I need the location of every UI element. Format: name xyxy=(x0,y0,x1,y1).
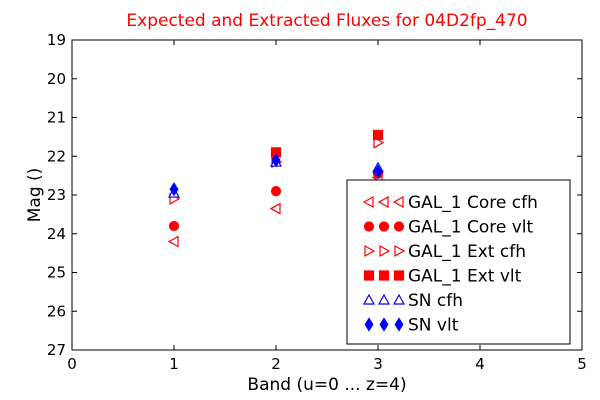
series-gal-1-ext-vlt xyxy=(270,129,384,158)
x-tick-label: 1 xyxy=(169,355,179,373)
legend-box xyxy=(346,179,571,345)
data-point xyxy=(168,220,180,232)
legend-marker xyxy=(362,195,374,209)
x-axis-label: Band (u=0 ... z=4) xyxy=(247,375,406,395)
legend-marker xyxy=(392,293,406,305)
legend-entry: SN vlt xyxy=(364,316,459,336)
y-tick-label: 23 xyxy=(47,186,66,204)
y-tick-label: 22 xyxy=(47,147,66,165)
data-point xyxy=(271,153,281,168)
data-point xyxy=(270,186,282,197)
x-tick-label: 4 xyxy=(475,355,485,373)
y-tick-label: 27 xyxy=(47,341,66,359)
x-axis-ticks: 0 1 2 3 4 5 xyxy=(67,40,587,373)
legend-marker xyxy=(364,244,376,258)
legend-entry: GAL_1 Core vlt xyxy=(363,218,534,238)
data-point xyxy=(169,182,179,197)
x-tick-label: 5 xyxy=(577,355,587,373)
legend-marker xyxy=(362,293,376,305)
data-point xyxy=(373,136,385,149)
legend-marker xyxy=(393,270,405,281)
legend-marker xyxy=(393,221,405,232)
data-point xyxy=(372,129,384,141)
legend-label: SN vlt xyxy=(408,316,459,336)
y-tick-label: 21 xyxy=(47,109,66,127)
legend-entry: GAL_1 Ext cfh xyxy=(364,242,526,262)
data-point xyxy=(167,235,179,248)
legend-label: SN cfh xyxy=(408,291,463,311)
legend-entry: GAL_1 Core cfh xyxy=(362,193,538,213)
legend-marker xyxy=(378,221,390,232)
legend-marker xyxy=(364,317,374,332)
legend-marker xyxy=(379,244,391,258)
legend-marker xyxy=(378,270,390,281)
legend-marker xyxy=(394,317,404,332)
legend-label: GAL_1 Core vlt xyxy=(408,218,534,238)
legend-marker xyxy=(363,270,375,281)
y-axis-label: Mag () xyxy=(25,168,45,223)
legend-marker xyxy=(392,195,404,209)
legend: GAL_1 Core cfh GAL_1 Core vlt GAL_1 Ext cf… xyxy=(346,179,571,345)
legend-label: GAL_1 Ext vlt xyxy=(408,267,522,287)
x-tick-label: 3 xyxy=(373,355,383,373)
legend-label: GAL_1 Core cfh xyxy=(408,193,538,213)
legend-marker xyxy=(363,221,375,232)
y-tick-label: 25 xyxy=(47,264,66,282)
legend-entry: GAL_1 Ext vlt xyxy=(363,267,522,287)
chart-title: Expected and Extracted Fluxes for 04D2fp… xyxy=(126,11,527,31)
series-sn-vlt xyxy=(169,153,383,197)
legend-entry: SN cfh xyxy=(362,291,463,311)
y-tick-label: 20 xyxy=(47,70,66,88)
plot-area xyxy=(71,39,583,351)
y-tick-label: 19 xyxy=(47,31,66,49)
y-axis-ticks: 19 20 21 22 23 24 25 26 27 xyxy=(47,31,582,359)
legend-label: GAL_1 Ext cfh xyxy=(408,242,526,262)
legend-marker xyxy=(377,195,389,209)
legend-marker xyxy=(379,317,389,332)
legend-marker xyxy=(377,293,391,305)
y-tick-label: 24 xyxy=(47,225,66,243)
data-point xyxy=(373,164,383,179)
y-tick-label: 26 xyxy=(47,302,66,320)
x-tick-label: 2 xyxy=(271,355,281,373)
x-tick-label: 0 xyxy=(67,355,77,373)
legend-marker xyxy=(394,244,406,258)
data-point xyxy=(269,202,281,215)
